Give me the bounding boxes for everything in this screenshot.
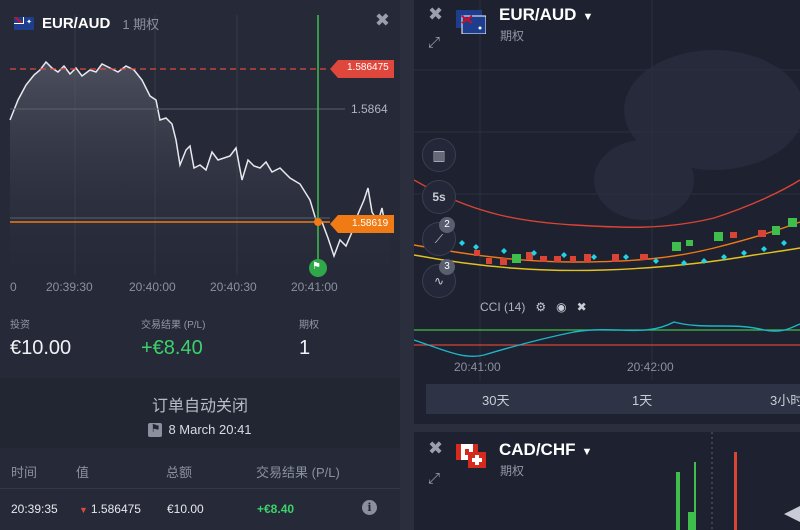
period-3h[interactable]: 3小时 (770, 392, 800, 408)
panel-divider (400, 0, 414, 530)
flag-icon: ⚑ (312, 261, 321, 272)
pair-title: EUR/AUD (42, 15, 111, 32)
pair-subtitle: 期权 (500, 464, 525, 478)
indicators-button[interactable]: ∿ 3 (422, 259, 456, 298)
drawing-tools-button[interactable]: ⟋ 2 (422, 217, 456, 256)
pair-subtitle: 1 期权 (122, 17, 160, 32)
trade-stats: 投资 €10.00 交易结果 (P/L) +€8.40 期权 1 (0, 310, 400, 376)
column-header-value: 值 (76, 465, 90, 480)
row-amount: €10.00 (167, 502, 204, 516)
finish-flag-icon (148, 422, 163, 437)
drawing-count-badge: 2 (439, 217, 455, 233)
time-axis-label: 20:40:00 (129, 280, 176, 294)
chart-panel-cad-chf[interactable]: ✖ ⤢ CAD/CHF ▼ 期权 (414, 432, 800, 530)
pair-selector[interactable]: CAD/CHF ▼ (499, 440, 592, 460)
upper-price-tag-label: 1.586475 (347, 62, 389, 73)
upper-price-tag (330, 60, 394, 78)
time-axis-label: 0 (10, 280, 17, 294)
expand-icon[interactable]: ⤢ (428, 34, 441, 51)
chart-panel-eur-aud[interactable]: ✖ ⤢ EUR/AUD ▼ 期权 ▥ 5s ⟋ 2 ∿ 3 CCI (14) ⚙ (414, 0, 800, 424)
pair-selector[interactable]: EUR/AUD ▼ (499, 5, 593, 25)
auto-close-section: 订单自动关闭 8 March 20:41 (0, 378, 400, 448)
trade-panel: 1.586475 1.5864 1.58619 ⚑ EUR/AUD 1 期权 ✖… (0, 0, 400, 530)
entry-dot (314, 218, 322, 226)
cci-label: CCI (14) (480, 300, 526, 314)
middle-price-label: 1.5864 (351, 102, 388, 116)
lower-price-tag-label: 1.58619 (352, 218, 389, 229)
indicator-count-badge: 3 (439, 259, 455, 275)
cci-indicator-label: CCI (14) ⚙ ◉ ✖ (480, 300, 587, 314)
candles (474, 218, 797, 265)
candlestick-icon: ▥ (432, 146, 446, 163)
close-icon[interactable]: ✖ (428, 438, 444, 458)
cad-chf-chart-svg (676, 432, 800, 530)
chevron-down-icon: ▼ (582, 11, 594, 23)
result-stat: 交易结果 (P/L) +€8.40 (141, 316, 205, 360)
time-axis-label: 20:39:30 (46, 280, 93, 294)
world-map-background (594, 50, 800, 220)
table-divider (0, 488, 400, 489)
options-value: 1 (299, 337, 311, 359)
indicator-icon: ∿ (433, 274, 445, 288)
close-icon[interactable]: ✖ (374, 10, 390, 30)
invest-value: €10.00 (10, 337, 72, 359)
result-value: +€8.40 (141, 337, 203, 359)
mini-chart-svg (9, 15, 394, 280)
column-header-amount: 总额 (166, 465, 193, 480)
expiry-flag-marker (309, 259, 327, 277)
timeframe-label: 5s (432, 190, 446, 204)
timeframe-button[interactable]: 5s (422, 180, 456, 214)
row-result: +€8.40 (257, 502, 295, 516)
chevron-down-icon: ▼ (581, 446, 593, 458)
auto-close-time: 8 March 20:41 (168, 422, 252, 437)
time-axis-label: 20:41:00 (291, 280, 338, 294)
main-chart-svg (414, 0, 800, 380)
mini-chart[interactable]: 1.586475 1.5864 1.58619 ⚑ EUR/AUD 1 期权 ✖… (0, 0, 400, 376)
indicator-dots (431, 232, 787, 266)
time-axis-label: 20:41:00 (454, 360, 501, 374)
info-icon[interactable]: i (362, 500, 377, 515)
expand-icon[interactable]: ⤢ (428, 470, 441, 487)
lower-price-tag (330, 215, 394, 233)
period-30d[interactable]: 30天 (482, 392, 510, 408)
row-time: 20:39:35 (11, 502, 58, 516)
column-header-result: 交易结果 (P/L) (256, 465, 340, 480)
options-stat: 期权 1 (299, 316, 319, 360)
drawing-icon: ⟋ (434, 231, 444, 246)
gear-icon[interactable]: ⚙ (535, 300, 547, 314)
price-area (10, 62, 390, 280)
pair-subtitle: 期权 (500, 29, 525, 43)
eye-icon[interactable]: ◉ (556, 300, 567, 314)
panel-divider (414, 424, 800, 432)
auto-close-time-row: 8 March 20:41 (0, 422, 400, 437)
down-triangle-icon: ▼ (79, 505, 88, 515)
chart-header: EUR/AUD 1 期权 (14, 14, 159, 33)
period-1d[interactable]: 1天 (632, 392, 653, 408)
auto-close-title: 订单自动关闭 (151, 398, 248, 415)
row-value: 1.586475 (90, 502, 141, 516)
canada-switzerland-flag-icon (456, 444, 486, 468)
invest-label: 投资 (10, 320, 30, 331)
time-axis-label: 20:42:00 (627, 360, 674, 374)
pair-title: EUR/AUD (499, 5, 577, 24)
table-header: 时间 值 总额 交易结果 (P/L) (0, 462, 400, 482)
column-header-time: 时间 (11, 465, 38, 480)
period-bar: 30天 1天 3小时 (426, 384, 800, 414)
close-icon[interactable]: ✖ (428, 4, 444, 24)
options-label: 期权 (299, 320, 319, 331)
row-value-cell: ▼ 1.586475 (79, 502, 141, 516)
trade-table: 时间 值 总额 交易结果 (P/L) 20:39:35 ▼ 1.586475 €1… (0, 450, 400, 530)
australia-flag-icon (14, 17, 34, 30)
result-label: 交易结果 (P/L) (141, 320, 206, 331)
chart-type-button[interactable]: ▥ (422, 138, 456, 172)
time-axis-label: 20:40:30 (210, 280, 257, 294)
invest-stat: 投资 €10.00 (10, 316, 71, 360)
price-line (9, 60, 391, 259)
pair-title: CAD/CHF (499, 440, 576, 459)
close-icon[interactable]: ✖ (576, 300, 587, 314)
australia-flag-icon (456, 10, 486, 34)
